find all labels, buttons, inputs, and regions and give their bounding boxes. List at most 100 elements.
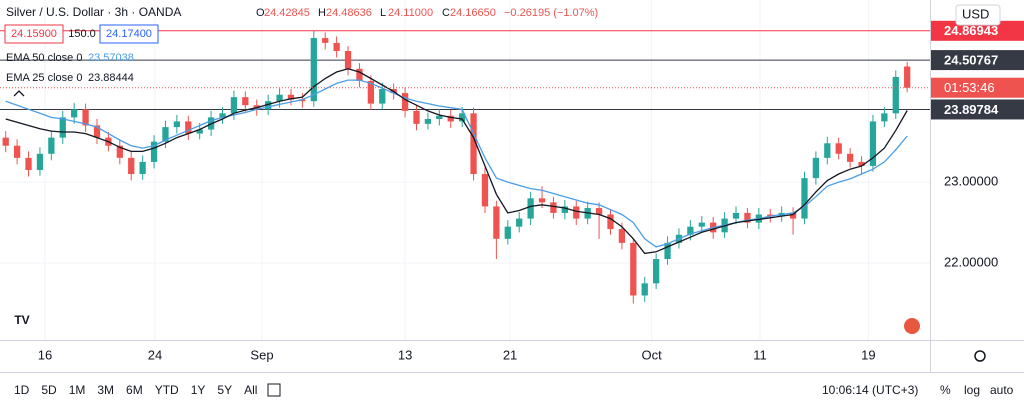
currency[interactable]: USD xyxy=(962,6,989,21)
ohlc-key: O xyxy=(256,7,265,19)
candle-body xyxy=(322,38,329,43)
candle-body xyxy=(116,145,123,158)
candle-body xyxy=(447,115,454,122)
candle-body xyxy=(242,97,249,106)
ohlc-value: 24.48636 xyxy=(326,7,372,19)
candle-body xyxy=(858,161,865,166)
candle-body xyxy=(732,212,740,219)
scale-option[interactable]: auto xyxy=(990,383,1014,397)
candle-body xyxy=(789,212,797,219)
candle-body xyxy=(698,222,705,227)
sell-box[interactable] xyxy=(4,24,64,44)
candle-body xyxy=(504,226,511,239)
candle-body xyxy=(595,208,603,215)
candle-body xyxy=(812,157,820,179)
candle-body xyxy=(607,214,614,230)
candle-body xyxy=(196,129,203,134)
candle-body xyxy=(538,198,546,203)
candle-body xyxy=(265,101,272,110)
ema-line xyxy=(5,79,908,248)
legend-value: 23.57038 xyxy=(88,52,134,64)
candle-body xyxy=(139,161,146,175)
range-button[interactable]: 1D xyxy=(14,383,30,397)
candle-body xyxy=(287,94,295,100)
sell-price: 24.15900 xyxy=(11,28,57,40)
candle-body xyxy=(459,113,466,122)
price-label: 24.50767 xyxy=(944,53,998,68)
range-button[interactable]: 5Y xyxy=(217,383,232,397)
ohlc-key: L xyxy=(380,7,386,19)
candle-body xyxy=(93,125,101,138)
price-label-box xyxy=(931,99,1024,120)
candle-body xyxy=(835,143,842,154)
candle-body xyxy=(869,121,877,166)
svg-text:TV: TV xyxy=(14,313,29,327)
buy-box[interactable] xyxy=(99,24,159,44)
candle-body xyxy=(162,127,169,142)
settings-icon[interactable] xyxy=(974,350,986,362)
candle-body xyxy=(356,68,363,81)
candle-body xyxy=(333,42,340,51)
candle-body xyxy=(481,174,489,207)
plot-area xyxy=(0,0,930,340)
legend-entry: EMA 50 close 0 xyxy=(6,52,82,64)
range-button[interactable]: All xyxy=(244,383,257,397)
price-label: 23.89784 xyxy=(944,102,999,117)
scale-option[interactable]: log xyxy=(964,383,980,397)
tv-logo: TV xyxy=(10,312,34,328)
candle-body xyxy=(436,115,443,119)
candle-body xyxy=(367,80,374,104)
collapse-arrow[interactable] xyxy=(13,90,25,97)
range-button[interactable]: 1M xyxy=(69,383,86,397)
currency-box[interactable] xyxy=(955,4,1001,26)
date-range-icon[interactable] xyxy=(267,383,281,397)
y-tick-label: 23.00000 xyxy=(944,174,998,189)
candle-body xyxy=(82,109,89,126)
ohlc-value: 24.42845 xyxy=(264,7,310,19)
candle-body xyxy=(641,283,648,296)
flag-icon[interactable] xyxy=(904,318,920,334)
candle-body xyxy=(185,121,192,134)
price-label-box xyxy=(931,50,1024,71)
candle-body xyxy=(59,117,66,138)
candle-body xyxy=(25,157,32,170)
candle-body xyxy=(71,109,78,118)
y-tick-label: 22.00000 xyxy=(944,255,998,270)
legend-value: 23.88444 xyxy=(88,72,134,84)
x-tick-label: Sep xyxy=(250,347,273,362)
candle-body xyxy=(150,141,158,162)
range-button[interactable]: 3M xyxy=(97,383,114,397)
ohlc-key: C xyxy=(442,7,450,19)
candle-body xyxy=(413,110,420,124)
candle-body xyxy=(652,259,660,284)
scale-option[interactable]: % xyxy=(940,383,951,397)
candle-body xyxy=(36,153,44,170)
buy-price: 24.17400 xyxy=(106,28,152,40)
x-tick-label: Oct xyxy=(641,347,662,362)
ohlc-key: H xyxy=(318,7,326,19)
range-button[interactable]: 6M xyxy=(126,383,143,397)
x-tick-label: 16 xyxy=(38,347,52,362)
ema-line xyxy=(5,68,908,255)
candle-body xyxy=(767,214,774,217)
candle-body xyxy=(219,113,226,118)
range-button[interactable]: 1Y xyxy=(191,383,206,397)
legend: Silver / U.S. Dollar · 3h · OANDA 24.159… xyxy=(4,5,598,84)
range-button[interactable]: 5D xyxy=(41,383,57,397)
candle-body xyxy=(230,97,238,114)
candle-body xyxy=(379,89,386,104)
price-label: 24.86943 xyxy=(944,23,998,38)
ohlc-value: 24.16650 xyxy=(450,7,496,19)
x-tick-label: 19 xyxy=(861,347,875,362)
range-button[interactable]: YTD xyxy=(155,383,179,397)
countdown: 01:53:46 xyxy=(944,80,995,95)
candle-body xyxy=(846,153,854,162)
price-label-box xyxy=(931,20,1024,41)
candle-body xyxy=(128,157,135,175)
candle-body xyxy=(424,119,432,124)
candle-body xyxy=(516,218,523,227)
candle-body xyxy=(527,198,534,219)
x-tick-label: 24 xyxy=(148,347,162,362)
